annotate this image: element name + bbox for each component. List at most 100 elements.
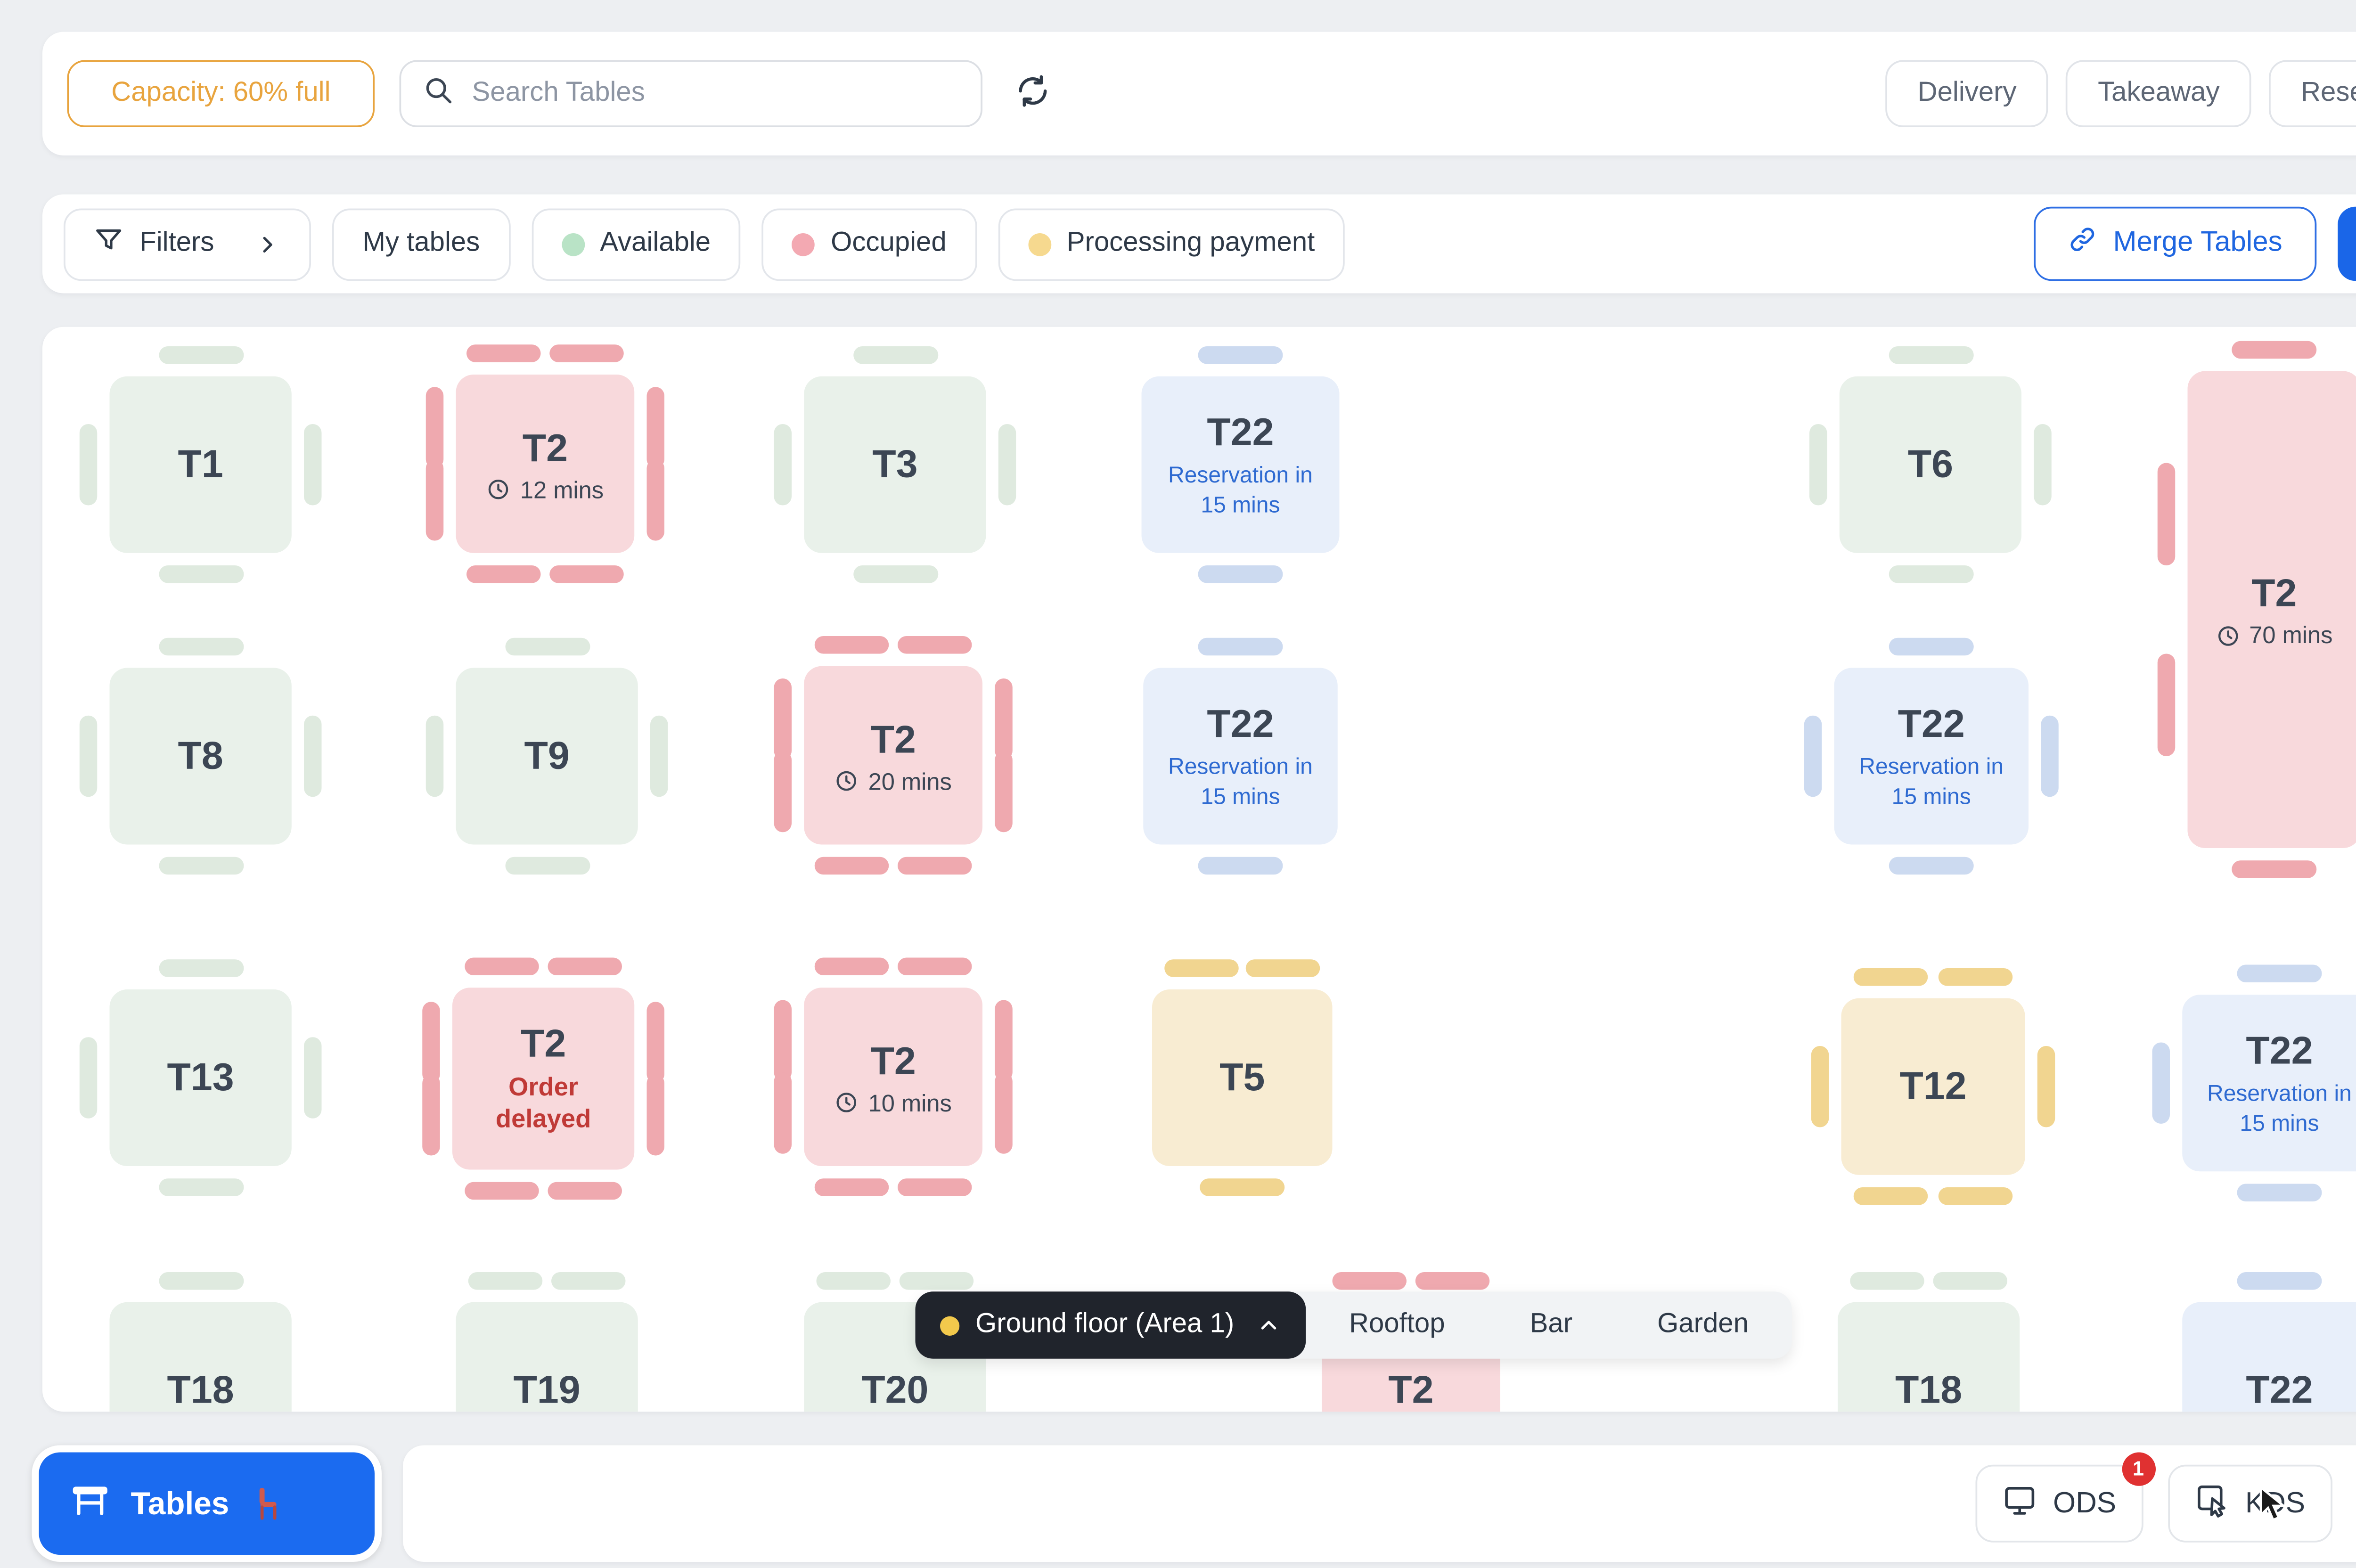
table-label: T12 (1899, 1063, 1967, 1108)
mode-reservation[interactable]: Reservation (2269, 60, 2356, 127)
table-label: T18 (1895, 1367, 1963, 1412)
search-input[interactable] (472, 78, 960, 110)
merge-tables-label: Merge Tables (2113, 228, 2282, 258)
seat-chip (464, 957, 539, 975)
table-t18[interactable]: T18 (109, 1272, 292, 1412)
ods-button[interactable]: ODS 1 (1975, 1452, 2155, 1543)
table-t2[interactable]: T2 70 mins (2157, 341, 2356, 878)
seat-chip (1198, 346, 1283, 364)
seat-chip (504, 637, 589, 656)
table-t3[interactable]: T3 (774, 346, 1016, 583)
seat-chip (158, 857, 243, 875)
seat-chip (422, 1074, 440, 1156)
kds-button[interactable]: KDS (2167, 1464, 2332, 1543)
area-selector: Ground floor (Area 1) Rooftop Bar Garden (915, 1291, 1791, 1359)
merge-tables-button[interactable]: Merge Tables (2033, 206, 2316, 281)
seat-chip (2152, 1042, 2170, 1124)
table-label: T22 (1207, 701, 1274, 746)
refresh-icon (1014, 73, 1052, 115)
table-label: T3 (872, 441, 918, 486)
mode-takeaway[interactable]: Takeaway (2066, 60, 2252, 127)
seat-chip (815, 857, 890, 875)
seat-chip (815, 1178, 890, 1196)
seat-chip (1849, 1272, 1924, 1290)
table-t2[interactable]: T2 20 mins (774, 636, 1013, 875)
processing-dot-icon (1028, 232, 1051, 255)
seat-chip (995, 1000, 1013, 1082)
table-t6[interactable]: T6 (1809, 346, 2052, 583)
table-t12[interactable]: T12 (1811, 968, 2055, 1205)
seat-chip (549, 565, 623, 583)
seat-chip (1888, 565, 1973, 583)
seat-chip (852, 565, 938, 583)
area-current[interactable]: Ground floor (Area 1) (915, 1291, 1307, 1359)
seat-chip (158, 1272, 243, 1290)
tables-label: Tables (131, 1485, 229, 1520)
table-t13[interactable]: T13 (79, 959, 322, 1196)
search-icon (422, 74, 454, 114)
table-label: T5 (1219, 1054, 1265, 1099)
seat-chip (815, 636, 890, 654)
table-t8[interactable]: T8 (79, 637, 322, 875)
seat-chip (1415, 1272, 1489, 1290)
seat-chip (79, 1037, 98, 1119)
seat-chip (1198, 857, 1283, 875)
seat-chip (774, 1072, 792, 1153)
my-tables-button[interactable]: My tables (332, 207, 510, 280)
seat-chip (1200, 1178, 1285, 1196)
floor-plan: T1 T2 12 mins T3 T22 Reservation in 15 mins T6… (42, 327, 2356, 1412)
filters-button[interactable]: Filters (64, 207, 311, 280)
seat-chip (897, 857, 972, 875)
table-t22[interactable]: T22 (2182, 1272, 2356, 1412)
area-current-label: Ground floor (Area 1) (975, 1309, 1235, 1339)
filter-bar: Filters My tables Available Occupied Pro… (42, 194, 2356, 294)
legend-processing[interactable]: Processing payment (998, 207, 1345, 280)
seat-chip (1804, 715, 1822, 797)
seat-chip (425, 387, 444, 469)
table-t9[interactable]: T9 (425, 637, 668, 875)
seat-chip (158, 637, 243, 656)
reservation-list-button[interactable]: Reservation list (2337, 206, 2356, 281)
funnel-icon (94, 224, 124, 263)
tables-button[interactable]: Tables (32, 1445, 382, 1562)
chevron-up-icon (1257, 1313, 1282, 1338)
monitor-icon (2002, 1481, 2037, 1526)
table-t19[interactable]: T19 (456, 1272, 638, 1412)
seat-chip (158, 565, 243, 583)
refresh-button[interactable] (1007, 65, 1059, 122)
table-t22[interactable]: T22 Reservation in 15 mins (1141, 346, 1340, 583)
table-label: T22 (2246, 1367, 2313, 1412)
area-rooftop[interactable]: Rooftop (1349, 1309, 1445, 1339)
table-label: T22 (2246, 1028, 2313, 1072)
seat-chip (2232, 341, 2317, 359)
area-garden[interactable]: Garden (1657, 1309, 1749, 1339)
legend-occupied[interactable]: Occupied (761, 207, 977, 280)
seat-chip (2237, 1272, 2322, 1290)
seat-chip (2157, 653, 2176, 756)
seat-chip (646, 387, 664, 469)
area-bar[interactable]: Bar (1530, 1309, 1573, 1339)
table-t2[interactable]: T2 10 mins (774, 957, 1013, 1196)
seat-chip (1809, 424, 1827, 506)
seat-chip (815, 957, 890, 975)
seat-chip (1246, 959, 1321, 977)
table-t5[interactable]: T5 (1152, 959, 1333, 1196)
chevron-right-icon (255, 230, 281, 257)
table-t22[interactable]: T22 Reservation in 15 mins (1804, 637, 2059, 875)
table-t22[interactable]: T22 Reservation in 15 mins (1143, 637, 1338, 875)
seat-chip (304, 715, 322, 797)
seat-chip (897, 1178, 972, 1196)
table-label: T18 (167, 1367, 234, 1412)
mode-delivery[interactable]: Delivery (1886, 60, 2049, 127)
table-subtitle: Reservation in 15 mins (2207, 1079, 2352, 1135)
table-t1[interactable]: T1 (79, 346, 322, 583)
seat-chip (816, 1272, 891, 1290)
table-label: T1 (178, 441, 223, 486)
table-t22[interactable]: T22 Reservation in 15 mins (2152, 964, 2356, 1201)
table-t2[interactable]: T2 12 mins (425, 344, 664, 583)
chair-icon (250, 1486, 282, 1521)
search-box[interactable] (399, 60, 983, 127)
table-t2[interactable]: T2 Order delayed (422, 957, 664, 1200)
legend-available[interactable]: Available (531, 207, 741, 280)
table-t18[interactable]: T18 (1838, 1272, 2020, 1412)
